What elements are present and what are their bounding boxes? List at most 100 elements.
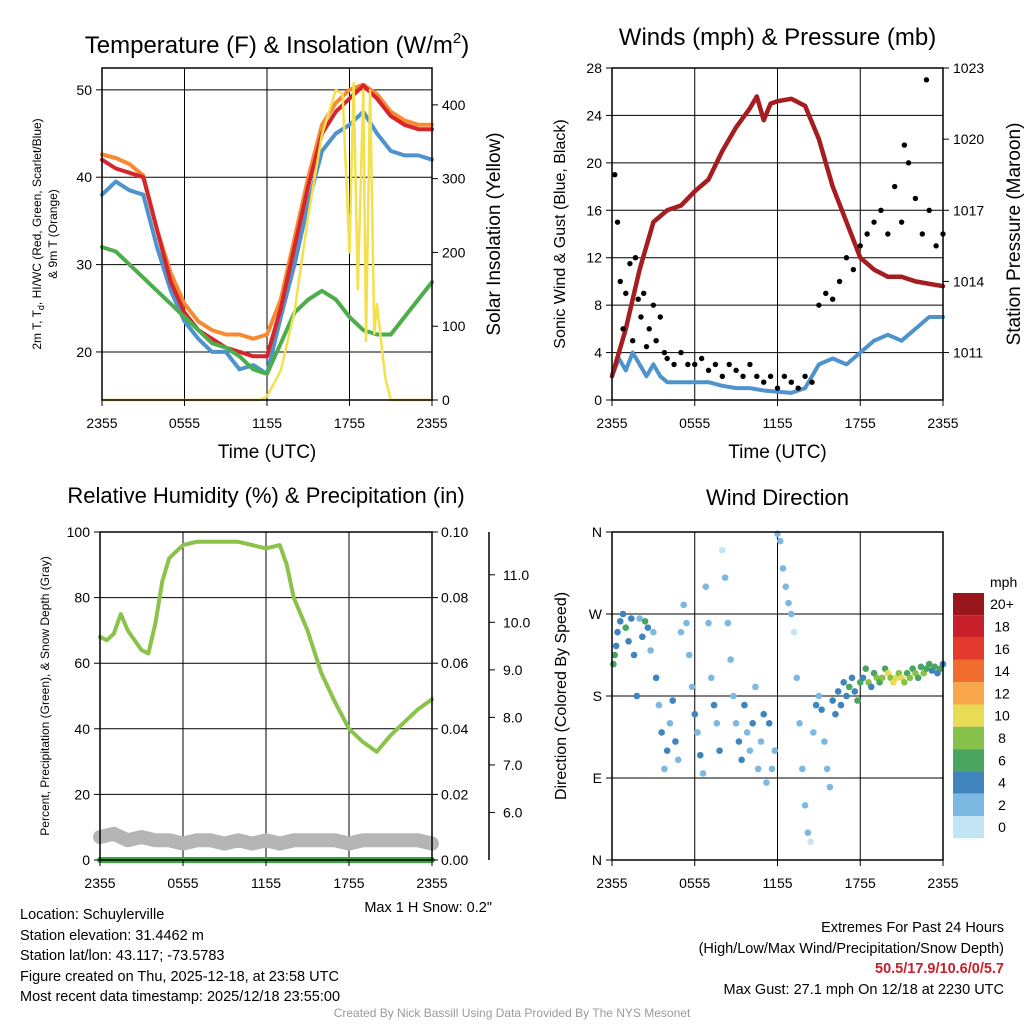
temperature-ytick-right-label: 0 <box>442 392 450 408</box>
direction-point <box>716 747 723 754</box>
temperature-xtick-label: 1155 <box>252 415 282 431</box>
humidity-ytick-label: 100 <box>67 524 91 540</box>
ylabel-part: d <box>36 305 46 310</box>
gust-point <box>635 296 641 302</box>
direction-point <box>683 619 690 627</box>
direction-point <box>663 747 671 754</box>
gust-point <box>719 373 726 379</box>
humidity-ytick-right-label: 0.06 <box>441 655 468 671</box>
gust-point <box>892 183 898 190</box>
speed-legend-swatch <box>953 726 984 750</box>
direction-point <box>680 601 688 609</box>
direction-point <box>790 628 798 636</box>
direction-point <box>719 546 726 554</box>
gust-point <box>646 326 652 332</box>
direction-point <box>730 692 737 700</box>
direction-point <box>685 651 693 659</box>
winds-title: Winds (mph) & Pressure (mb) <box>619 24 936 51</box>
direction-ylabel: Direction (Colored By Speed) <box>553 592 570 800</box>
direction-point <box>782 583 790 590</box>
speed-legend: mph 20+ 18 16 14 12 10 8 6 4 2 0 <box>953 574 1017 839</box>
humidity-ytick-right-label: 0.08 <box>441 590 468 606</box>
direction-point <box>644 624 652 631</box>
temperature-ytick-label: 40 <box>76 169 92 185</box>
recent-data-text: Most recent data timestamp: 2025/12/18 2… <box>20 989 341 1005</box>
direction-point <box>610 660 617 668</box>
winds-series-maroon-line <box>609 94 946 379</box>
direction-point <box>710 701 718 709</box>
extremes-title: Extremes For Past 24 Hours <box>821 920 1004 936</box>
temperature-xlabel: Time (UTC) <box>218 442 317 463</box>
direction-point <box>625 638 632 645</box>
direction-point <box>812 701 820 709</box>
temperature-series-green-line <box>100 245 434 376</box>
direction-point <box>785 599 792 607</box>
extremes-legend: (High/Low/Max Wind/Precipitation/Snow De… <box>698 940 1004 957</box>
created-text: Figure created on Thu, 2025-12-18, at 23… <box>20 968 339 985</box>
temperature-series-red-line <box>100 83 434 359</box>
temperature-xtick-label: 2355 <box>416 415 447 431</box>
title-close: ) <box>461 32 469 59</box>
direction-point <box>757 738 765 745</box>
direction-point <box>837 701 845 709</box>
direction-point <box>674 756 682 764</box>
direction-point <box>628 615 635 622</box>
gust-point <box>754 373 760 379</box>
winds-xtick-label: 2355 <box>596 415 627 431</box>
winds-xlabel: Time (UTC) <box>728 442 827 463</box>
winds-ytick-right-label: 1011 <box>953 345 983 361</box>
gust-point <box>871 219 877 225</box>
gust-point <box>864 231 870 237</box>
speed-legend-swatch <box>953 682 984 705</box>
humidity-ytick-label: 0 <box>82 852 90 868</box>
humidity-ylabel-text: Percent, Precipitation (Green), & Snow D… <box>38 556 52 835</box>
extremes-panel: Extremes For Past 24 Hours (High/Low/Max… <box>699 918 1004 1000</box>
gust-point <box>643 343 650 350</box>
winds-ytick-label: 4 <box>594 345 602 361</box>
direction-point <box>647 647 654 654</box>
elevation-text: Station elevation: 31.4462 m <box>20 927 204 944</box>
direction-point <box>917 663 925 671</box>
location-text: Location: Schuylerville <box>20 907 165 923</box>
gust-point <box>661 349 668 356</box>
gust-point <box>617 278 623 285</box>
direction-point <box>746 747 754 754</box>
title-superscript: 2 <box>453 30 461 47</box>
humidity-xtick-label: 1755 <box>333 875 364 891</box>
winds-ytick-right-label: 1023 <box>953 60 984 76</box>
gust-point <box>712 361 719 368</box>
direction-point <box>672 738 679 745</box>
humidity-ytick-label: 60 <box>74 655 90 671</box>
direction-point <box>633 692 641 700</box>
winds-chart: 2355 0555 1155 1755 2355 0 4 8 12 16 20 24 28 1011 101… <box>552 24 1024 463</box>
temperature-ytick-right-label: 100 <box>442 318 466 334</box>
direction-ytick-label: N <box>592 852 602 868</box>
gust-point <box>692 361 698 368</box>
direction-point <box>741 701 748 709</box>
winds-ytick-right-label: 1017 <box>953 202 984 218</box>
direction-ylabel-text: Direction (Colored By Speed) <box>553 592 570 800</box>
direction-chart: 2355 0555 1155 1755 2355 N E S W N Wind Direction D… <box>553 485 1017 891</box>
gust-point <box>726 361 732 368</box>
speed-legend-label: 2 <box>998 797 1006 813</box>
snow-axis-tick-label: 6.0 <box>503 804 523 820</box>
title-main: Temperature (F) & Insolation (W/m <box>85 32 453 59</box>
gust-point <box>761 379 767 385</box>
winds-xtick-label: 1155 <box>762 415 792 431</box>
gust-point <box>926 207 932 213</box>
humidity-ytick-right-label: 0.04 <box>441 721 468 737</box>
gust-point <box>623 290 629 296</box>
gust-point <box>885 231 891 237</box>
direction-point <box>768 765 776 773</box>
humidity-ytick-label: 40 <box>74 721 90 737</box>
gust-point <box>653 338 659 344</box>
direction-point <box>793 674 801 682</box>
humidity-series-snow-line <box>93 826 439 851</box>
gust-point <box>657 314 663 320</box>
direction-point <box>669 697 676 704</box>
direction-point <box>677 628 685 636</box>
speed-legend-label: 10 <box>994 708 1010 724</box>
humidity-series-humidity-line <box>98 539 434 754</box>
direction-point <box>760 710 768 718</box>
